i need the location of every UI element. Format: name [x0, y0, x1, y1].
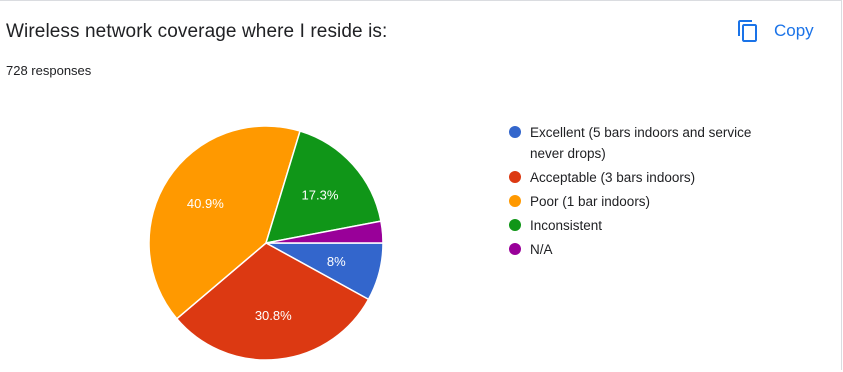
legend-item[interactable]: Poor (1 bar indoors)	[509, 191, 809, 212]
legend-swatch	[509, 195, 521, 207]
slice-label: 40.9%	[187, 196, 224, 211]
copy-button[interactable]: Copy	[736, 17, 814, 45]
legend-label: N/A	[530, 242, 553, 257]
legend-label: Inconsistent	[530, 218, 603, 233]
slice-acceptable[interactable]	[175, 242, 370, 361]
slice-poor[interactable]	[148, 125, 301, 320]
legend-swatch	[509, 243, 521, 255]
copy-icon	[738, 20, 757, 42]
legend-swatch	[509, 219, 521, 231]
copy-label: Copy	[774, 21, 814, 40]
slice-label: 17.3%	[302, 188, 339, 203]
pie-chart: 8% 30.8% 40.9% 17.3%	[148, 125, 384, 361]
legend-item[interactable]: Inconsistent	[509, 215, 809, 236]
legend-swatch	[509, 171, 521, 183]
legend-item[interactable]: Acceptable (3 bars indoors)	[509, 167, 809, 188]
legend-item[interactable]: Excellent (5 bars indoors and service ne…	[509, 122, 809, 164]
legend-label: Poor (1 bar indoors)	[530, 194, 651, 209]
slice-na[interactable]	[265, 220, 384, 244]
slice-label: 30.8%	[255, 308, 292, 323]
legend-swatch	[509, 126, 521, 138]
question-title: Wireless network coverage where I reside…	[6, 21, 388, 42]
legend-item[interactable]: N/A	[509, 239, 809, 260]
chart-legend: Excellent (5 bars indoors and service ne…	[509, 122, 809, 263]
slice-inconsistent[interactable]	[264, 130, 382, 244]
legend-label: Acceptable (3 bars indoors)	[530, 170, 696, 185]
legend-label: Excellent (5 bars indoors and service ne…	[530, 125, 752, 161]
slice-label: 8%	[327, 254, 346, 269]
response-count: 728 responses	[6, 63, 92, 78]
